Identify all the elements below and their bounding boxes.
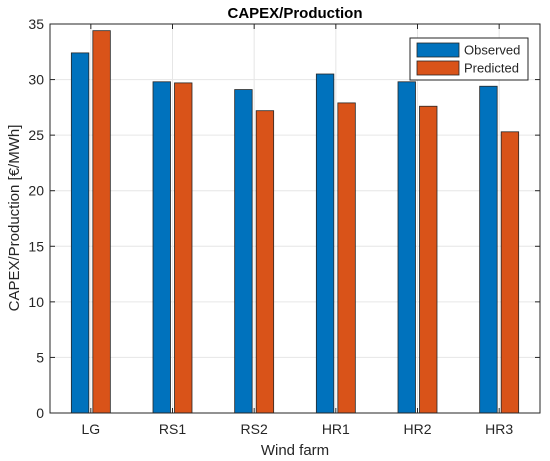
bar-observed-lg xyxy=(70,52,90,414)
x-tick-label: RS2 xyxy=(241,421,268,437)
x-tick-label: RS1 xyxy=(159,421,186,437)
y-tick-label: 35 xyxy=(28,16,44,32)
legend-label-predicted: Predicted xyxy=(464,61,519,76)
bar-predicted-hr2 xyxy=(419,105,438,414)
chart-title: CAPEX/Production xyxy=(227,5,362,22)
x-tick-label: HR3 xyxy=(485,421,513,437)
y-tick-label: 0 xyxy=(36,405,44,421)
bar-observed-hr3 xyxy=(479,85,498,414)
legend-label-observed: Observed xyxy=(464,43,520,58)
x-tick-label: LG xyxy=(81,421,100,437)
bar-observed-hr1 xyxy=(315,73,335,414)
x-tick-label: HR1 xyxy=(322,421,350,437)
y-tick-label: 10 xyxy=(28,294,44,310)
x-axis-ticks: LG RS1 RS2 HR1 HR2 HR3 xyxy=(81,24,513,437)
plot-background xyxy=(50,24,540,413)
x-axis-label: Wind farm xyxy=(261,442,329,459)
x-tick-label: HR2 xyxy=(403,421,431,437)
y-tick-label: 25 xyxy=(28,127,44,143)
legend-swatch-predicted xyxy=(416,60,460,76)
bar-observed-rs1 xyxy=(152,81,171,414)
y-axis-ticks: 0 5 10 15 20 25 30 35 xyxy=(28,16,540,421)
bar-observed-rs2 xyxy=(234,89,253,414)
legend: Observed Predicted xyxy=(409,37,529,81)
grid-lines xyxy=(50,23,540,414)
y-tick-label: 20 xyxy=(28,183,44,199)
bar-predicted-hr1 xyxy=(337,102,356,414)
bar-predicted-rs2 xyxy=(255,110,275,414)
y-tick-label: 5 xyxy=(36,349,44,365)
y-axis-label: CAPEX/Production [€/MWh] xyxy=(6,125,23,312)
legend-swatch-observed xyxy=(416,42,460,58)
bar-predicted-rs1 xyxy=(174,82,193,414)
y-tick-label: 15 xyxy=(28,238,44,254)
bar-predicted-hr3 xyxy=(500,131,520,414)
bar-observed-hr2 xyxy=(397,81,416,414)
y-tick-label: 30 xyxy=(28,72,44,88)
plot-frame xyxy=(49,23,541,414)
bar-predicted-lg xyxy=(92,30,111,414)
